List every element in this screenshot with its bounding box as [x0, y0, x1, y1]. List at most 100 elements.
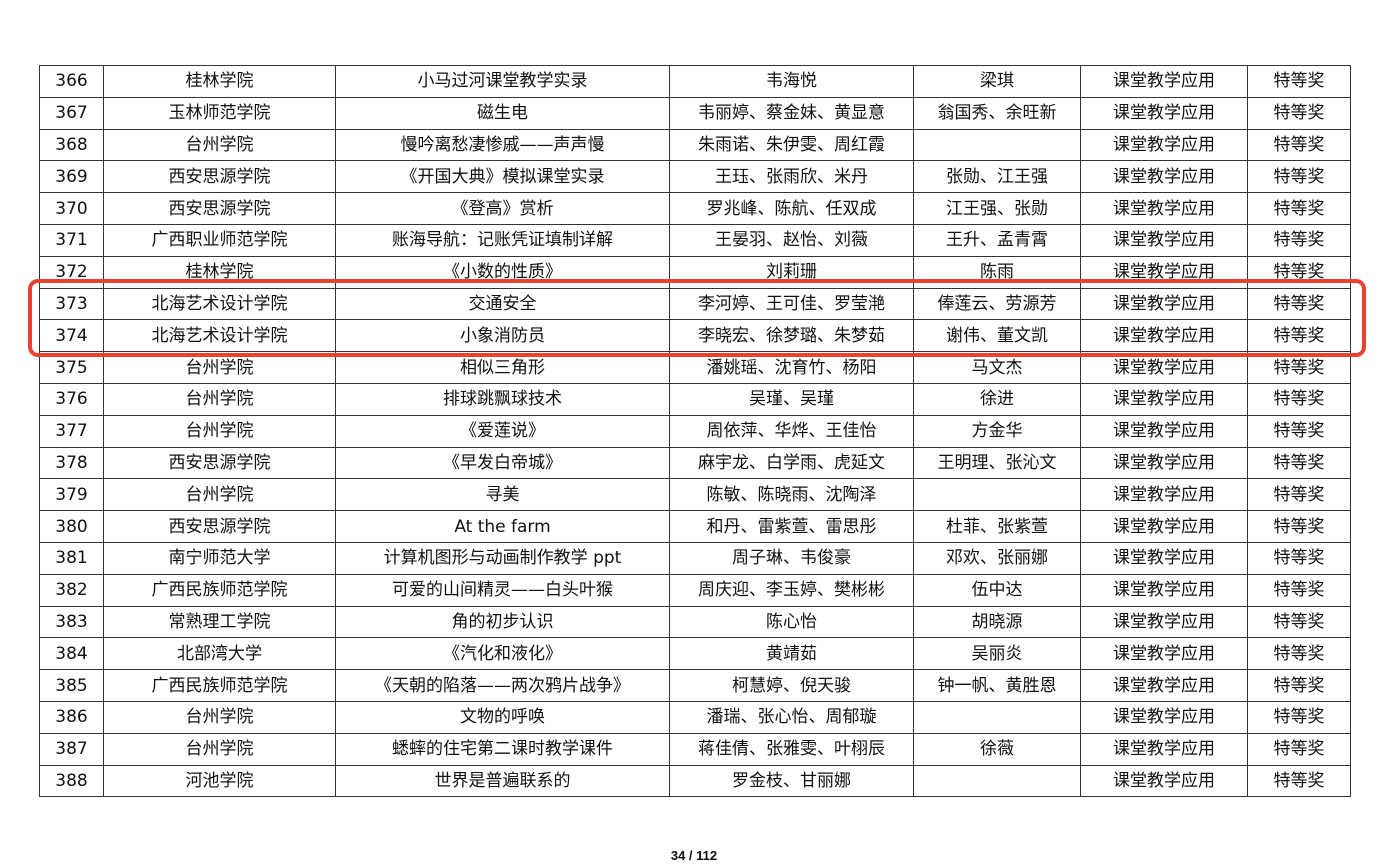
cell-award: 特等奖 [1247, 510, 1351, 543]
table-row: 367 玉林师范学院 磁生电 韦丽婷、蔡金妹、黄显意 翁国秀、余旺新 课堂教学应用 特等奖 [39, 96, 1351, 130]
cell-advisors [913, 478, 1081, 512]
cell-award: 特等奖 [1247, 446, 1351, 480]
cell-advisors: 俸莲云、劳源芳 [913, 287, 1081, 321]
cell-category: 课堂教学应用 [1080, 605, 1248, 639]
cell-authors: 蒋佳倩、张雅雯、叶栩辰 [669, 732, 914, 766]
cell-award: 特等奖 [1247, 351, 1351, 384]
cell-award: 特等奖 [1247, 605, 1351, 639]
cell-award: 特等奖 [1247, 223, 1351, 257]
cell-title: 蟋蟀的住宅第二课时教学课件 [335, 732, 670, 766]
cell-advisors: 马文杰 [913, 351, 1081, 384]
cell-category: 课堂教学应用 [1080, 160, 1248, 194]
cell-index: 376 [39, 382, 104, 416]
cell-index: 366 [39, 65, 104, 98]
cell-authors: 吴瑾、吴瑾 [669, 382, 914, 416]
cell-school: 南宁师范大学 [103, 541, 336, 575]
table-row: 376 台州学院 排球跳飘球技术 吴瑾、吴瑾 徐进 课堂教学应用 特等奖 [39, 382, 1351, 416]
cell-index: 381 [39, 541, 104, 575]
cell-index: 367 [39, 96, 104, 130]
cell-authors: 王晏羽、赵怡、刘薇 [669, 223, 914, 257]
cell-category: 课堂教学应用 [1080, 700, 1248, 734]
cell-school: 西安思源学院 [103, 160, 336, 194]
cell-authors: 韦海悦 [669, 65, 914, 98]
table-row: 383 常熟理工学院 角的初步认识 陈心怡 胡晓源 课堂教学应用 特等奖 [39, 605, 1351, 639]
cell-school: 台州学院 [103, 128, 336, 162]
cell-title: 交通安全 [335, 287, 670, 321]
cell-title: 排球跳飘球技术 [335, 382, 670, 416]
cell-award: 特等奖 [1247, 319, 1351, 353]
cell-school: 北部湾大学 [103, 637, 336, 671]
cell-index: 382 [39, 573, 104, 607]
cell-school: 广西职业师范学院 [103, 223, 336, 257]
cell-authors: 李河婷、王可佳、罗莹滟 [669, 287, 914, 321]
cell-award: 特等奖 [1247, 255, 1351, 289]
cell-advisors: 陈雨 [913, 255, 1081, 289]
cell-title: At the farm [335, 510, 670, 543]
cell-index: 369 [39, 160, 104, 194]
cell-index: 380 [39, 510, 104, 543]
awards-table: 366 桂林学院 小马过河课堂教学实录 韦海悦 梁琪 课堂教学应用 特等奖 367 玉林师范学院… [39, 65, 1351, 798]
cell-school: 广西民族师范学院 [103, 573, 336, 607]
cell-advisors [913, 764, 1081, 798]
cell-title: 角的初步认识 [335, 605, 670, 639]
cell-category: 课堂教学应用 [1080, 319, 1248, 353]
cell-advisors [913, 128, 1081, 162]
cell-title: 文物的呼唤 [335, 700, 670, 734]
cell-school: 台州学院 [103, 700, 336, 734]
cell-title: 《早发白帝城》 [335, 446, 670, 480]
cell-title: 可爱的山间精灵——白头叶猴 [335, 573, 670, 607]
cell-category: 课堂教学应用 [1080, 446, 1248, 480]
cell-advisors: 江王强、张勋 [913, 192, 1081, 225]
cell-award: 特等奖 [1247, 732, 1351, 766]
cell-category: 课堂教学应用 [1080, 255, 1248, 289]
cell-authors: 罗兆峰、陈航、任双成 [669, 192, 914, 225]
cell-title: 小马过河课堂教学实录 [335, 65, 670, 98]
table-row: 368 台州学院 慢吟离愁凄惨戚——声声慢 朱雨诺、朱伊雯、周红霞 课堂教学应用 特等奖 [39, 128, 1351, 162]
cell-advisors: 伍中达 [913, 573, 1081, 607]
cell-award: 特等奖 [1247, 192, 1351, 225]
cell-authors: 潘姚瑶、沈育竹、杨阳 [669, 351, 914, 384]
cell-category: 课堂教学应用 [1080, 223, 1248, 257]
cell-school: 台州学院 [103, 382, 336, 416]
cell-index: 386 [39, 700, 104, 734]
cell-title: 计算机图形与动画制作教学 ppt [335, 541, 670, 575]
cell-school: 桂林学院 [103, 255, 336, 289]
cell-category: 课堂教学应用 [1080, 669, 1248, 702]
cell-title: 寻美 [335, 478, 670, 512]
table-row: 374 北海艺术设计学院 小象消防员 李晓宏、徐梦璐、朱梦茹 谢伟、董文凯 课堂教学应用特… [39, 319, 1351, 353]
table-row: 379 台州学院 寻美 陈敏、陈晓雨、沈陶泽 课堂教学应用 特等奖 [39, 478, 1351, 512]
cell-school: 广西民族师范学院 [103, 669, 336, 702]
cell-award: 特等奖 [1247, 637, 1351, 671]
cell-category: 课堂教学应用 [1080, 96, 1248, 130]
cell-category: 课堂教学应用 [1080, 732, 1248, 766]
cell-title: 《天朝的陷落——两次鸦片战争》 [335, 669, 670, 702]
cell-index: 377 [39, 414, 104, 448]
cell-school: 常熟理工学院 [103, 605, 336, 639]
table-row: 386 台州学院 文物的呼唤 潘瑞、张心怡、周郁璇 课堂教学应用 特等奖 [39, 700, 1351, 734]
cell-award: 特等奖 [1247, 669, 1351, 702]
cell-advisors: 胡晓源 [913, 605, 1081, 639]
cell-index: 378 [39, 446, 104, 480]
cell-award: 特等奖 [1247, 65, 1351, 98]
table-row: 387 台州学院 蟋蟀的住宅第二课时教学课件 蒋佳倩、张雅雯、叶栩辰 徐薇 课堂教学应用特… [39, 732, 1351, 766]
cell-award: 特等奖 [1247, 160, 1351, 194]
cell-index: 379 [39, 478, 104, 512]
cell-title: 《爱莲说》 [335, 414, 670, 448]
cell-index: 387 [39, 732, 104, 766]
cell-authors: 黄靖茹 [669, 637, 914, 671]
cell-authors: 周依萍、华烨、王佳怡 [669, 414, 914, 448]
cell-advisors: 翁国秀、余旺新 [913, 96, 1081, 130]
cell-authors: 韦丽婷、蔡金妹、黄显意 [669, 96, 914, 130]
table-row: 366 桂林学院 小马过河课堂教学实录 韦海悦 梁琪 课堂教学应用 特等奖 [39, 65, 1351, 98]
cell-authors: 陈心怡 [669, 605, 914, 639]
cell-category: 课堂教学应用 [1080, 351, 1248, 384]
cell-category: 课堂教学应用 [1080, 764, 1248, 798]
cell-category: 课堂教学应用 [1080, 414, 1248, 448]
table-row: 385 广西民族师范学院 《天朝的陷落——两次鸦片战争》 柯慧婷、倪天骏 钟一帆、黄胜恩… [39, 669, 1351, 702]
cell-index: 374 [39, 319, 104, 353]
cell-award: 特等奖 [1247, 541, 1351, 575]
cell-school: 台州学院 [103, 478, 336, 512]
cell-award: 特等奖 [1247, 700, 1351, 734]
table-row: 372 桂林学院 《小数的性质》 刘莉珊 陈雨 课堂教学应用 特等奖 [39, 255, 1351, 289]
cell-category: 课堂教学应用 [1080, 287, 1248, 321]
